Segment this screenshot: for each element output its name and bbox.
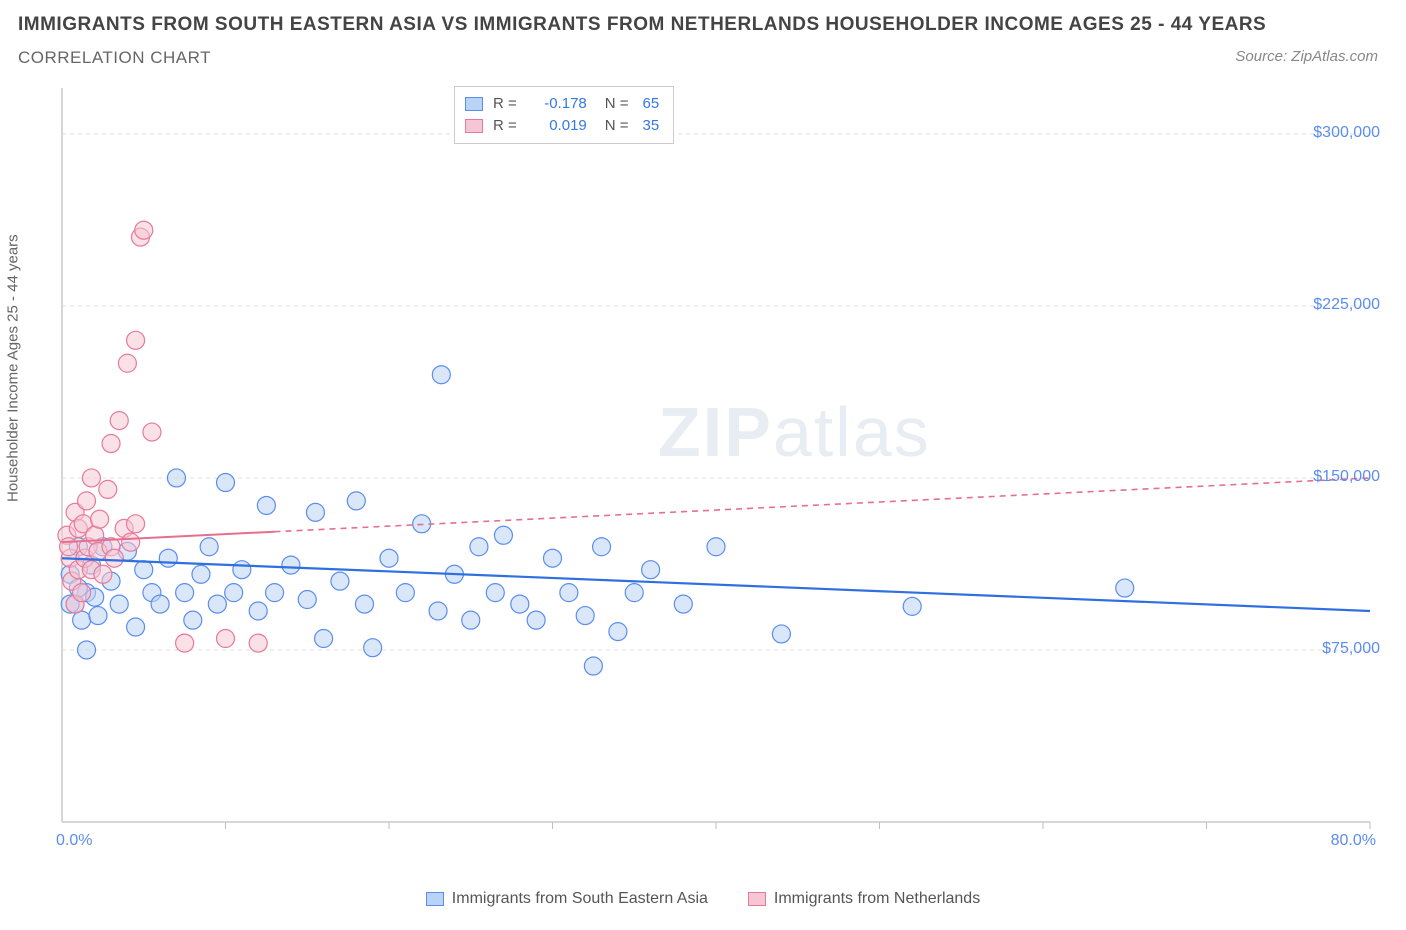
n-value-0: 65 — [643, 93, 660, 115]
source-attribution: Source: ZipAtlas.com — [1235, 48, 1378, 65]
y-tick-label: $225,000 — [1313, 296, 1380, 314]
chart-subtitle: CORRELATION CHART — [18, 48, 211, 68]
chart-title: IMMIGRANTS FROM SOUTH EASTERN ASIA VS IM… — [18, 14, 1266, 36]
scatter-chart-svg — [56, 82, 1376, 852]
x-axis-max-label: 80.0% — [1331, 832, 1376, 850]
n-label-1: N = — [605, 115, 629, 137]
chart-area: Householder Income Ages 25 - 44 years ZI… — [18, 82, 1388, 912]
source-name: ZipAtlas.com — [1291, 48, 1378, 65]
n-value-1: 35 — [643, 115, 660, 137]
legend-swatch-1 — [748, 892, 766, 906]
y-axis-label: Householder Income Ages 25 - 44 years — [5, 234, 22, 502]
stats-legend-box: R = -0.178 N = 65 R = 0.019 N = 35 — [454, 86, 674, 144]
r-label-0: R = — [493, 93, 517, 115]
legend-label-0: Immigrants from South Eastern Asia — [452, 890, 708, 908]
stats-swatch-1 — [465, 119, 483, 133]
r-label-1: R = — [493, 115, 517, 137]
legend-label-1: Immigrants from Netherlands — [774, 890, 980, 908]
y-tick-label: $150,000 — [1313, 468, 1380, 486]
stats-row-series-1: R = 0.019 N = 35 — [465, 115, 659, 137]
bottom-legend: Immigrants from South Eastern Asia Immig… — [18, 890, 1388, 908]
y-tick-label: $300,000 — [1313, 124, 1380, 142]
legend-item-1: Immigrants from Netherlands — [748, 890, 980, 908]
r-value-1: 0.019 — [527, 115, 587, 137]
r-value-0: -0.178 — [527, 93, 587, 115]
stats-row-series-0: R = -0.178 N = 65 — [465, 93, 659, 115]
y-tick-label: $75,000 — [1322, 640, 1380, 658]
stats-swatch-0 — [465, 97, 483, 111]
legend-swatch-0 — [426, 892, 444, 906]
legend-item-0: Immigrants from South Eastern Asia — [426, 890, 708, 908]
source-prefix: Source: — [1235, 48, 1291, 65]
x-axis-min-label: 0.0% — [56, 832, 92, 850]
n-label-0: N = — [605, 93, 629, 115]
